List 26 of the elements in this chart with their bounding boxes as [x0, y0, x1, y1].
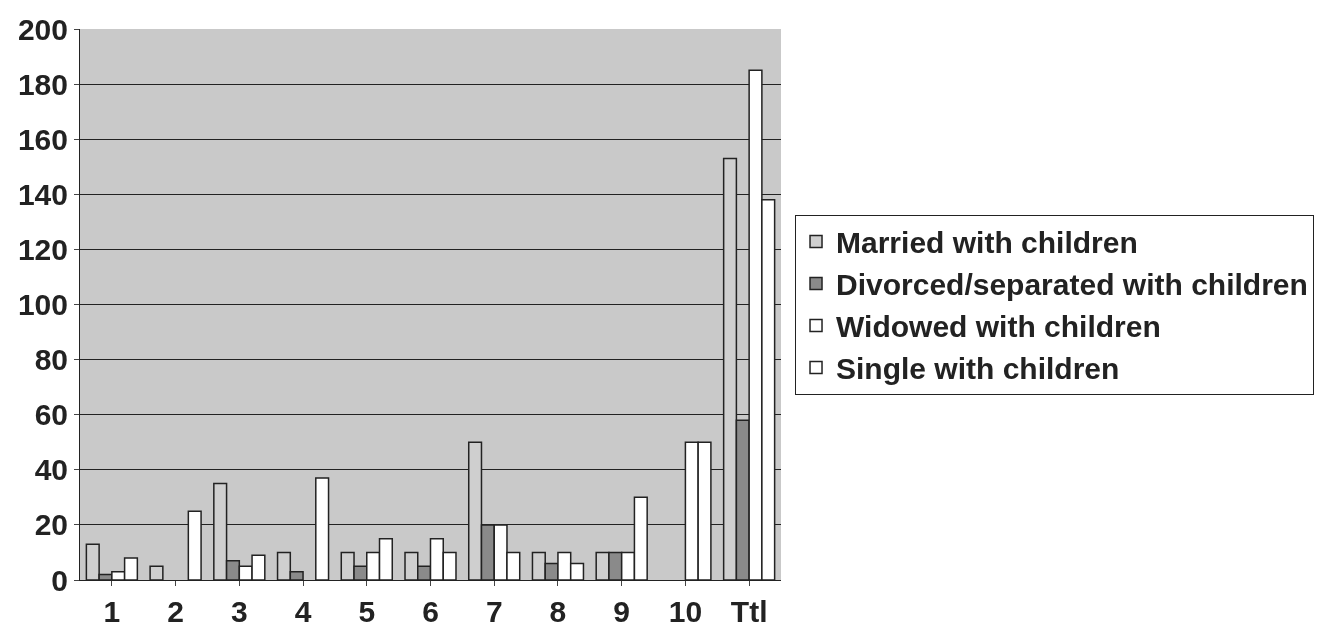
y-tick-label: 180: [17, 67, 68, 101]
x-tick-label: 6: [422, 595, 439, 628]
y-tick-label: 20: [34, 508, 68, 542]
x-tick-label: 9: [613, 595, 631, 628]
x-tick-label: 5: [358, 595, 376, 628]
y-tick-label: 0: [51, 563, 68, 597]
x-tick-label: Ttl: [730, 595, 768, 628]
y-tick-label: 60: [34, 398, 68, 432]
x-tick-label: 2: [167, 595, 184, 628]
y-tick-label: 140: [17, 177, 68, 211]
x-tick-label: 10: [668, 595, 703, 628]
x-tick-label: 3: [230, 595, 248, 628]
y-tick-label: 100: [17, 288, 68, 321]
legend-label: Divorced/separated with children: [836, 268, 1308, 302]
y-tick-label: 120: [17, 232, 68, 266]
x-tick-label: 8: [549, 595, 567, 628]
y-tick-label: 40: [34, 453, 68, 487]
x-tick-label: 7: [485, 595, 503, 628]
y-tick-label: 160: [17, 122, 68, 156]
y-tick-label: 200: [17, 12, 68, 46]
x-tick-label: 1: [103, 595, 121, 628]
legend-label: Widowed with children: [836, 310, 1161, 344]
y-tick-label: 80: [34, 343, 68, 377]
legend-label: Married with children: [836, 226, 1138, 260]
x-tick-label: 4: [294, 595, 312, 628]
legend-label: Single with children: [836, 352, 1120, 386]
